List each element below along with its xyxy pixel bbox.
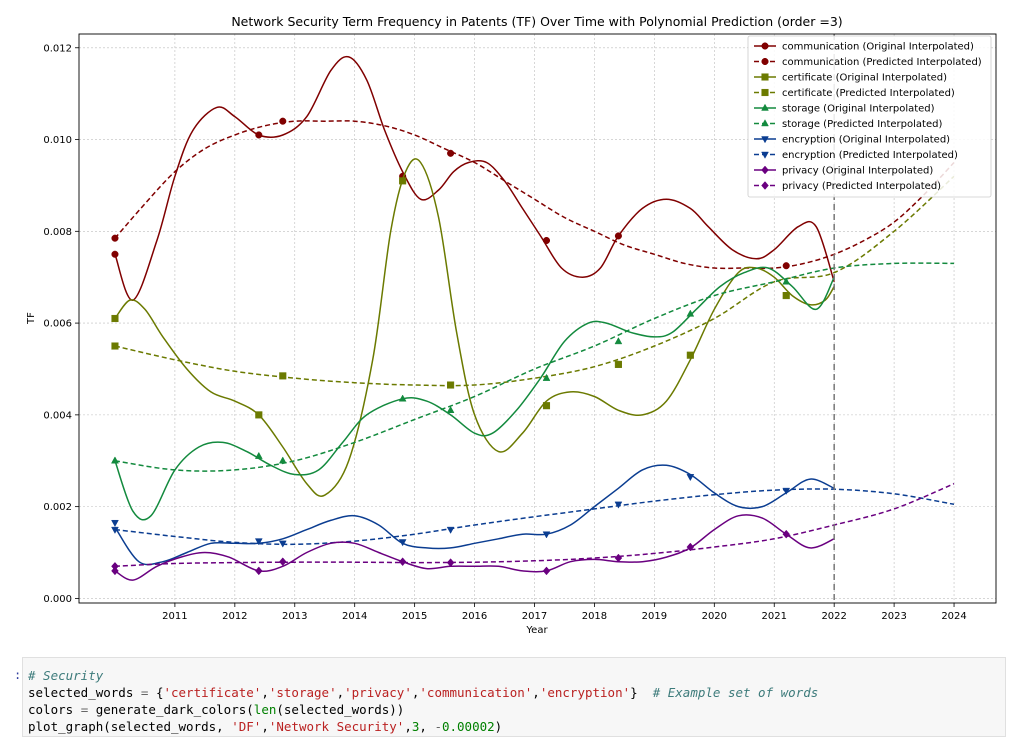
chart-title: Network Security Term Frequency in Paten… [231,14,842,29]
code-token: } [630,685,653,700]
code-token: , [404,719,412,734]
x-tick-label: 2020 [702,611,727,622]
code-token: 'storage' [269,685,337,700]
x-tick-label: 2015 [402,611,427,622]
data-point [615,361,622,368]
data-point [447,150,454,157]
code-token: , [337,685,345,700]
code-token: plot_graph(selected_words, [28,719,231,734]
data-point [279,118,286,125]
code-line: selected_words = {'certificate','storage… [28,684,1005,701]
cell-prompt: : [14,668,21,682]
data-point [615,233,622,240]
code-token: (selected_words)) [276,702,404,717]
x-tick-label: 2019 [642,611,667,622]
legend-entry: privacy (Predicted Interpolated) [782,181,941,192]
x-tick-label: 2014 [342,611,367,622]
code-token: 'privacy' [344,685,412,700]
y-tick-label: 0.000 [43,594,72,605]
data-point [447,382,454,389]
data-point [112,235,119,242]
data-point [112,343,119,350]
data-point [112,315,119,322]
code-token: ) [495,719,503,734]
code-token: - [434,719,442,734]
data-point [256,132,263,139]
code-token: selected_words [28,685,141,700]
y-tick-label: 0.008 [43,227,72,238]
x-tick-label: 2018 [582,611,607,622]
code-token: # Example set of words [653,685,819,700]
code-token: 'DF' [231,719,261,734]
legend-entry: certificate (Predicted Interpolated) [782,88,955,99]
code-token: , [532,685,540,700]
y-tick-label: 0.010 [43,135,72,146]
x-axis-label: Year [525,625,548,636]
legend-entry: privacy (Original Interpolated) [782,166,933,177]
data-point [687,352,694,359]
code-token: len [254,702,277,717]
x-tick-label: 2022 [821,611,846,622]
notebook-code-cell[interactable]: : # Securityselected_words = {'certifica… [14,657,1008,739]
code-token: { [148,685,163,700]
x-tick-label: 2013 [282,611,307,622]
y-tick-label: 0.012 [43,43,72,54]
data-point [256,412,263,419]
code-token: , [261,685,269,700]
x-tick-label: 2017 [522,611,547,622]
legend-entry: certificate (Original Interpolated) [782,73,947,84]
code-editor[interactable]: # Securityselected_words = {'certificate… [22,657,1006,737]
code-token: , [261,719,269,734]
legend: communication (Original Interpolated) com… [748,36,991,197]
x-tick-label: 2023 [881,611,906,622]
legend-entry: encryption (Predicted Interpolated) [782,150,958,161]
legend-entry: storage (Predicted Interpolated) [782,119,942,130]
code-line: # Security [28,667,1005,684]
x-axis-ticks: 2011 2012 2013 2014 2015 2016 2017 2018 2019 2020… [162,603,967,622]
code-token: 'communication' [419,685,532,700]
legend-entry: communication (Predicted Interpolated) [782,57,982,68]
code-line: colors = generate_dark_colors(len(select… [28,701,1005,718]
legend-marker [762,74,769,81]
x-tick-label: 2016 [462,611,487,622]
data-point [543,402,550,409]
code-token: # Security [28,668,103,683]
y-tick-label: 0.006 [43,319,72,330]
legend-entry: storage (Original Interpolated) [782,104,935,115]
y-axis-ticks: 0.000 0.002 0.004 0.006 0.008 0.010 0.012 [43,43,79,605]
x-tick-label: 2021 [762,611,787,622]
legend-marker [762,89,769,96]
data-point [112,251,119,258]
y-axis-label: TF [26,312,37,325]
data-point [543,237,550,244]
code-token: 'certificate' [163,685,261,700]
code-line: plot_graph(selected_words, 'DF','Network… [28,718,1005,735]
data-point [783,292,790,299]
x-tick-label: 2011 [162,611,187,622]
code-token: colors [28,702,81,717]
x-tick-label: 2024 [941,611,966,622]
code-token: 0.00002 [442,719,495,734]
data-point [399,178,406,185]
tf-line-chart: Network Security Term Frequency in Paten… [0,0,1017,650]
legend-marker [762,58,769,65]
code-token: generate_dark_colors( [88,702,254,717]
code-token: , [419,719,434,734]
y-tick-label: 0.002 [43,502,72,513]
data-point [279,373,286,380]
legend-entry: communication (Original Interpolated) [782,42,974,53]
legend-entry: encryption (Original Interpolated) [782,135,950,146]
y-tick-label: 0.004 [43,410,72,421]
legend-marker [762,43,769,50]
x-tick-label: 2012 [222,611,247,622]
code-token: 'Network Security' [269,719,404,734]
code-token: 'encryption' [540,685,630,700]
